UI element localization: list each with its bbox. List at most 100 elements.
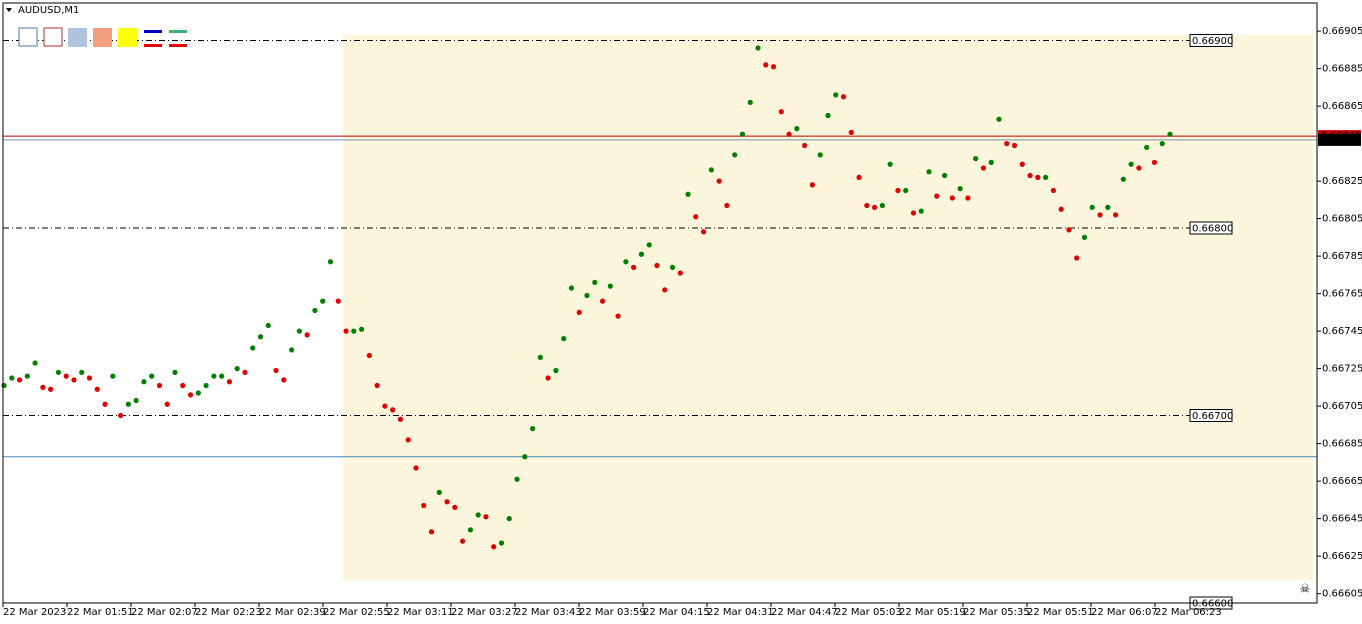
price-dot [833, 92, 838, 97]
price-dot [717, 179, 722, 184]
chart-title: AUDUSD,M1 [18, 5, 79, 16]
price-dot [623, 259, 628, 264]
price-dot [958, 186, 963, 191]
y-tick-label: 0.66885 [1322, 64, 1362, 75]
tool-line[interactable] [144, 44, 162, 47]
price-dot [398, 417, 403, 422]
price-dot [476, 512, 481, 517]
price-dot [312, 308, 317, 313]
price-dot [553, 368, 558, 373]
price-dot [724, 203, 729, 208]
price-dot [1, 383, 6, 388]
level-label: 0.66900 [1192, 36, 1233, 47]
price-dot [437, 490, 442, 495]
x-tick-label: 22 Mar 03:59 [579, 607, 646, 618]
price-dot [9, 375, 14, 380]
tool-line[interactable] [169, 30, 187, 33]
price-dot [569, 285, 574, 290]
x-tick-label: 22 Mar 06:23 [1155, 607, 1222, 618]
price-dot [134, 398, 139, 403]
price-dot [919, 209, 924, 214]
price-dot [375, 383, 380, 388]
x-tick-label: 22 Mar 03:27 [451, 607, 518, 618]
price-dot [95, 387, 100, 392]
price-dot [343, 329, 348, 334]
x-tick-label: 22 Mar 2023 [3, 607, 66, 618]
price-dot [608, 284, 613, 289]
price-dot [654, 263, 659, 268]
price-dot [763, 62, 768, 67]
tool-box[interactable] [44, 28, 62, 46]
price-dot [748, 100, 753, 105]
x-tick-label: 22 Mar 05:19 [899, 607, 966, 618]
tool-line[interactable] [144, 30, 162, 33]
price-dot [1167, 132, 1172, 137]
price-dot [678, 270, 683, 275]
price-dot [685, 192, 690, 197]
price-dot [1113, 212, 1118, 217]
price-dot [110, 374, 115, 379]
tool-box[interactable] [68, 28, 87, 47]
x-tick-label: 22 Mar 02:23 [195, 607, 262, 618]
y-tick-label: 0.66625 [1322, 551, 1362, 562]
price-dot [1082, 235, 1087, 240]
price-dot [825, 113, 830, 118]
tool-box[interactable] [118, 28, 137, 47]
price-dot [584, 293, 589, 298]
price-dot [242, 370, 247, 375]
price-dot [794, 126, 799, 131]
price-dot [911, 210, 916, 215]
price-dot [87, 375, 92, 380]
price-dot [592, 280, 597, 285]
price-dot [1129, 162, 1134, 167]
price-dot [1020, 162, 1025, 167]
price-dot [693, 214, 698, 219]
price-dot [856, 175, 861, 180]
x-tick-label: 22 Mar 04:31 [707, 607, 774, 618]
price-dot [888, 162, 893, 167]
price-dot [1105, 205, 1110, 210]
price-dot [196, 390, 201, 395]
price-dot [235, 366, 240, 371]
tool-box[interactable] [19, 28, 37, 46]
price-dot [973, 156, 978, 161]
price-dot [779, 109, 784, 114]
price-dot [841, 94, 846, 99]
price-dot [880, 203, 885, 208]
y-tick-label: 0.66865 [1322, 101, 1362, 112]
price-dot [118, 413, 123, 418]
price-dot [849, 130, 854, 135]
price-dot [647, 242, 652, 247]
price-dot [662, 287, 667, 292]
price-dot [1090, 205, 1095, 210]
price-dot [670, 265, 675, 270]
y-tick-label: 0.66685 [1322, 439, 1362, 450]
price-dot [359, 327, 364, 332]
price-dot [996, 117, 1001, 122]
price-dot [965, 195, 970, 200]
price-dot [281, 377, 286, 382]
price-dot [1144, 145, 1149, 150]
tool-line[interactable] [169, 44, 187, 47]
tool-box[interactable] [93, 28, 112, 47]
price-dot [903, 188, 908, 193]
price-dot [71, 377, 76, 382]
price-dot [631, 265, 636, 270]
price-dot [1066, 227, 1071, 232]
price-dot [701, 229, 706, 234]
price-dot [165, 402, 170, 407]
price-dot [266, 323, 271, 328]
price-dot [787, 132, 792, 137]
price-dot [981, 165, 986, 170]
bid-label: 0.66847 [1320, 135, 1361, 146]
price-dot [1097, 212, 1102, 217]
y-tick-label: 0.66825 [1322, 176, 1362, 187]
price-dot [732, 152, 737, 157]
price-dot [382, 404, 387, 409]
price-dot [577, 310, 582, 315]
price-dot [250, 345, 255, 350]
y-tick-label: 0.66785 [1322, 251, 1362, 262]
price-dot [188, 392, 193, 397]
price-dot [157, 383, 162, 388]
price-dot [40, 385, 45, 390]
